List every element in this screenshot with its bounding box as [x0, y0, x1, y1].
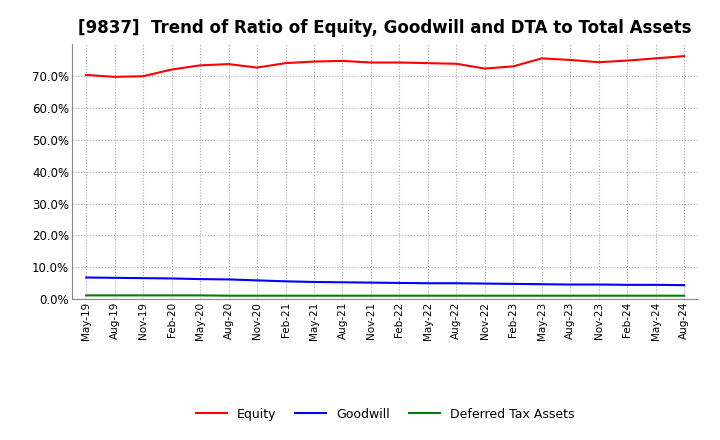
Goodwill — [566, 282, 575, 287]
Goodwill — [110, 275, 119, 280]
Deferred Tax Assets — [680, 293, 688, 298]
Equity — [680, 54, 688, 59]
Goodwill — [282, 279, 290, 284]
Equity — [537, 56, 546, 61]
Line: Equity: Equity — [86, 56, 684, 77]
Equity — [395, 60, 404, 65]
Equity — [623, 58, 631, 63]
Goodwill — [225, 277, 233, 282]
Equity — [225, 62, 233, 67]
Goodwill — [423, 281, 432, 286]
Equity — [509, 64, 518, 69]
Equity — [310, 59, 318, 64]
Deferred Tax Assets — [282, 293, 290, 298]
Goodwill — [509, 281, 518, 286]
Deferred Tax Assets — [537, 293, 546, 298]
Goodwill — [623, 282, 631, 287]
Equity — [338, 58, 347, 63]
Equity — [423, 60, 432, 66]
Equity — [652, 56, 660, 61]
Goodwill — [395, 280, 404, 286]
Deferred Tax Assets — [225, 293, 233, 298]
Equity — [595, 59, 603, 65]
Equity — [253, 65, 261, 70]
Equity — [110, 74, 119, 80]
Deferred Tax Assets — [595, 293, 603, 298]
Legend: Equity, Goodwill, Deferred Tax Assets: Equity, Goodwill, Deferred Tax Assets — [191, 403, 580, 425]
Goodwill — [338, 280, 347, 285]
Deferred Tax Assets — [110, 293, 119, 298]
Deferred Tax Assets — [366, 293, 375, 298]
Deferred Tax Assets — [82, 293, 91, 298]
Deferred Tax Assets — [167, 293, 176, 298]
Goodwill — [139, 275, 148, 281]
Goodwill — [196, 276, 204, 282]
Deferred Tax Assets — [395, 293, 404, 298]
Deferred Tax Assets — [338, 293, 347, 298]
Goodwill — [680, 282, 688, 288]
Deferred Tax Assets — [310, 293, 318, 298]
Goodwill — [253, 278, 261, 283]
Goodwill — [652, 282, 660, 287]
Goodwill — [167, 276, 176, 281]
Goodwill — [82, 275, 91, 280]
Goodwill — [310, 279, 318, 285]
Equity — [167, 67, 176, 72]
Deferred Tax Assets — [139, 293, 148, 298]
Deferred Tax Assets — [652, 293, 660, 298]
Deferred Tax Assets — [253, 293, 261, 298]
Deferred Tax Assets — [480, 293, 489, 298]
Equity — [282, 60, 290, 66]
Goodwill — [452, 281, 461, 286]
Deferred Tax Assets — [196, 293, 204, 298]
Goodwill — [366, 280, 375, 285]
Deferred Tax Assets — [423, 293, 432, 298]
Goodwill — [595, 282, 603, 287]
Equity — [480, 66, 489, 71]
Title: [9837]  Trend of Ratio of Equity, Goodwill and DTA to Total Assets: [9837] Trend of Ratio of Equity, Goodwil… — [78, 19, 692, 37]
Equity — [452, 61, 461, 66]
Equity — [139, 73, 148, 79]
Deferred Tax Assets — [566, 293, 575, 298]
Deferred Tax Assets — [623, 293, 631, 298]
Equity — [82, 72, 91, 77]
Goodwill — [537, 282, 546, 287]
Line: Goodwill: Goodwill — [86, 278, 684, 285]
Deferred Tax Assets — [452, 293, 461, 298]
Deferred Tax Assets — [509, 293, 518, 298]
Goodwill — [480, 281, 489, 286]
Equity — [196, 63, 204, 68]
Equity — [366, 60, 375, 65]
Equity — [566, 57, 575, 62]
